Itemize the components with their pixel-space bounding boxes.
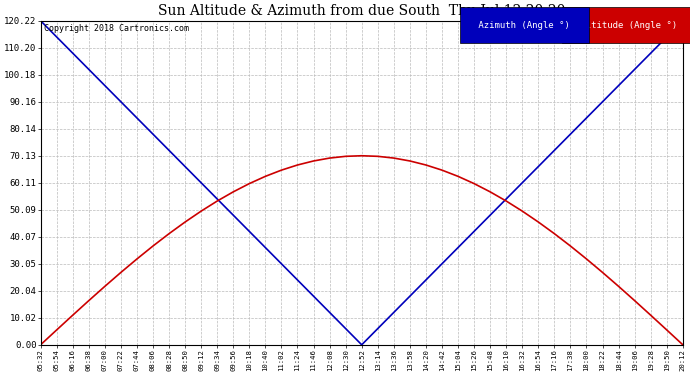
Title: Sun Altitude & Azimuth from due South  Thu Jul 12 20:20: Sun Altitude & Azimuth from due South Th… xyxy=(158,4,565,18)
Text: Copyright 2018 Cartronics.com: Copyright 2018 Cartronics.com xyxy=(43,24,189,33)
Text: Altitude (Angle °): Altitude (Angle °) xyxy=(575,21,683,30)
Text: Azimuth (Angle °): Azimuth (Angle °) xyxy=(473,21,575,30)
